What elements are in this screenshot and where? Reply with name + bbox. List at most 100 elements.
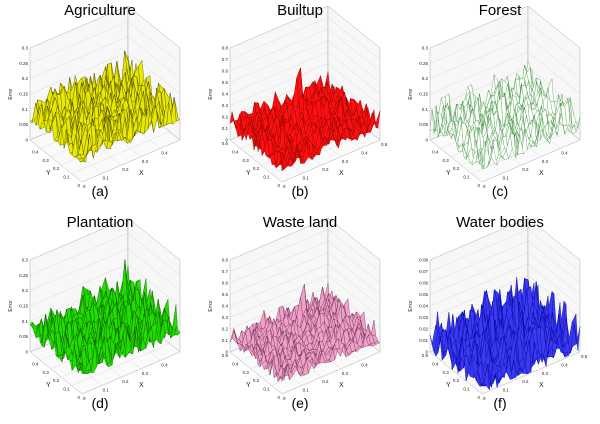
panel-waste-land: 0 0.1 0.2 0.3 0.4 0.5 0.6 0.7 0.8 0 0.1 0.2 0.3 0.4 0 0… [200,212,400,424]
z-tick-label: 0.4 [222,304,229,309]
z-gridline [229,17,381,60]
panel-caption: (f) [493,395,507,411]
y-tick-label: 0.3 [443,370,450,375]
panel-title: Water bodies [456,214,544,231]
x-axis-label: X [339,170,344,177]
x-tick-label: 0.3 [542,371,549,376]
z-tick-label: 0.2 [22,76,29,81]
y-tick-label: 0.2 [53,378,60,383]
y-tick-label: 0.1 [463,387,470,392]
z-tick-label: 0.8 [222,258,229,263]
x-tick-label: 0.1 [303,388,310,393]
z-gridline [229,51,381,95]
y-tick-label: 0.2 [253,378,260,383]
z-tick-label: 0.05 [19,334,28,339]
tick-labels: 00.050.10.150.20.250.300.10.20.30.400.10… [419,46,568,190]
z-tick-label: 0.2 [222,327,229,332]
y-tick-label: 0 [277,183,280,188]
z-gridline [229,63,381,106]
tick-labels: 00.050.10.150.20.250.300.10.20.30.400.10… [19,46,168,190]
panel-builtup: 0 0.1 0.2 0.3 0.4 0.5 0.6 0.7 0.8 0 0.1 0.2 0.3 0.4 0.… [200,0,400,212]
z-gridline [229,252,381,295]
z-tick-label: 0.5 [222,80,229,85]
z-tick-label: 0.04 [419,304,428,309]
y-tick-label: 0 [477,395,480,400]
z-tick-label: 0 [425,138,428,143]
z-tick-label: 0.06 [419,281,428,286]
z-tick-label: 0.7 [222,57,229,62]
y-tick-label: 0.5 [422,353,429,358]
z-tick-label: 0 [225,350,228,355]
surface-plot-plantation: 00.050.10.150.20.250.300.10.20.30.400.10… [8,217,181,401]
y-tick-label: 0.4 [32,149,39,154]
z-tick-label: 0.05 [19,122,28,127]
z-tick-label: 0.3 [422,46,429,51]
panel-agriculture: 0 0.05 0.1 0.15 0.2 0.25 0.3 0 0.1 0.2 0.3 0.4 0 0.1 0… [0,0,200,212]
panel-title: Waste land [262,214,338,231]
panel-plantation: 0 0.05 0.1 0.15 0.2 0.25 0.3 0 0.1 0.2 0.3 0.4 0 0.1 0… [0,212,200,424]
x-tick-label: 0.4 [561,362,568,367]
x-tick-label: 0.3 [142,159,149,164]
z-tick-label: 0.25 [419,61,428,66]
z-gridline [29,217,181,261]
y-tick-label: 0.3 [243,158,250,163]
surface-plot-waste-land: 00.10.20.30.40.50.60.70.800.10.20.30.400… [208,217,381,402]
y-axis-label: Y [446,170,451,177]
z-gridline [429,51,581,95]
panel-title: Forest [478,2,522,19]
x-tick-label: 0 [483,184,486,189]
z-gridline [29,248,181,291]
z-gridline [29,233,181,276]
z-tick-label: 0.6 [222,281,229,286]
z-tick-label: 0.15 [19,304,28,309]
z-tick-label: 0.3 [222,315,229,320]
y-tick-label: 0.3 [43,370,50,375]
z-tick-label: 0.2 [22,288,29,293]
surface-cell [79,160,87,163]
x-tick-label: 0.3 [542,159,549,164]
tick-labels: 00.10.20.30.40.50.60.70.800.10.20.30.400… [222,258,368,402]
z-gridline [429,5,581,49]
panel-caption: (b) [291,183,309,199]
y-gridline [71,343,170,386]
z-tick-label: 0.25 [19,273,28,278]
y-tick-label: 0.5 [222,353,229,358]
x-tick-label: 0.1 [303,176,310,181]
surface-cell [279,152,286,172]
x-tick-label: 0 [83,184,86,189]
y-tick-label: 0.1 [263,175,270,180]
x-tick-label: 0.2 [122,167,129,172]
panel-water-bodies: 0 0.01 0.02 0.03 0.04 0.05 0.06 0.07 0.08 0 0.1 0.2… [400,212,600,424]
z-tick-label: 0.5 [222,292,229,297]
y-tick-label: 0.4 [232,149,239,154]
z-gridline [29,51,181,95]
x-tick-label: 0.4 [361,150,368,155]
z-tick-label: 0 [25,350,28,355]
z-gridline [429,240,581,284]
x-tick-label: 0.3 [342,371,349,376]
y-tick-label: 0.2 [253,166,260,171]
x-tick-label: 0.2 [522,167,529,172]
y-tick-label: 0 [477,183,480,188]
z-tick-label: 0.7 [222,269,229,274]
x-tick-label: 0 [283,184,286,189]
surface-cell [479,140,486,170]
z-tick-label: 0.05 [419,292,428,297]
z-tick-label: 0 [225,138,228,143]
z-gridline [29,21,181,64]
x-tick-label: 0.4 [161,150,168,155]
surface-plot-forest: 00.050.10.150.20.250.300.10.20.30.400.10… [408,5,581,190]
x-axis-label: X [339,382,344,389]
z-tick-label: 0.02 [419,327,428,332]
x-tick-label: 0 [83,396,86,401]
z-gridline [229,217,381,261]
z-gridline [229,240,381,284]
z-tick-label: 0.1 [22,319,29,324]
y-tick-label: 0.3 [243,370,250,375]
z-gridline [29,5,181,49]
z-tick-label: 0.6 [222,69,229,74]
y-tick-label: 0.4 [432,361,439,366]
error-surface [29,50,181,163]
x-tick-label: 0.2 [322,379,329,384]
y-tick-label: 0.2 [453,166,460,171]
